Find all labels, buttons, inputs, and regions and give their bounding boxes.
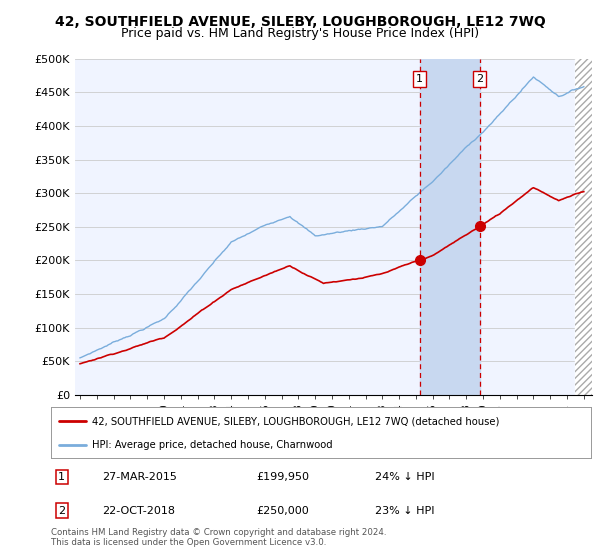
Text: 2: 2	[476, 74, 483, 84]
Text: 23% ↓ HPI: 23% ↓ HPI	[375, 506, 434, 516]
Text: 42, SOUTHFIELD AVENUE, SILEBY, LOUGHBOROUGH, LE12 7WQ (detached house): 42, SOUTHFIELD AVENUE, SILEBY, LOUGHBORO…	[91, 416, 499, 426]
Bar	[575, 59, 592, 395]
Bar	[420, 59, 479, 395]
Text: Contains HM Land Registry data © Crown copyright and database right 2024.
This d: Contains HM Land Registry data © Crown c…	[51, 528, 386, 548]
Text: £250,000: £250,000	[256, 506, 309, 516]
Text: £199,950: £199,950	[256, 472, 309, 482]
Text: HPI: Average price, detached house, Charnwood: HPI: Average price, detached house, Char…	[91, 440, 332, 450]
Text: 24% ↓ HPI: 24% ↓ HPI	[375, 472, 434, 482]
Text: 2: 2	[58, 506, 65, 516]
Text: 22-OCT-2018: 22-OCT-2018	[103, 506, 175, 516]
Bar	[575, 59, 592, 395]
Text: 1: 1	[416, 74, 423, 84]
Text: 27-MAR-2015: 27-MAR-2015	[103, 472, 177, 482]
Text: 42, SOUTHFIELD AVENUE, SILEBY, LOUGHBOROUGH, LE12 7WQ: 42, SOUTHFIELD AVENUE, SILEBY, LOUGHBORO…	[55, 15, 545, 29]
Text: Price paid vs. HM Land Registry's House Price Index (HPI): Price paid vs. HM Land Registry's House …	[121, 27, 479, 40]
Text: 1: 1	[58, 472, 65, 482]
